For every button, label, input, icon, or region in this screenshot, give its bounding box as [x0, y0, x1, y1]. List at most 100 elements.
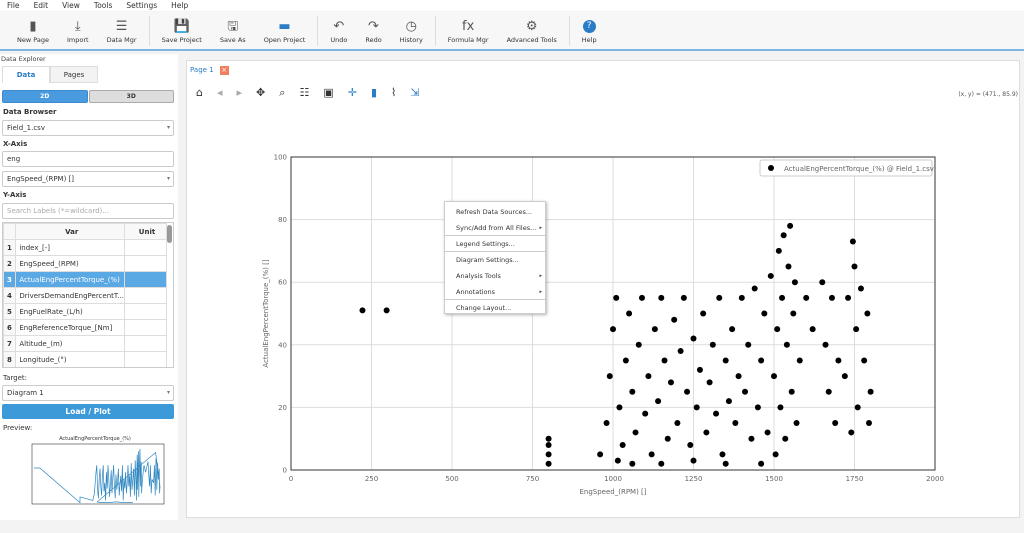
scatter-point	[687, 441, 694, 448]
bar-chart-icon[interactable]: ▮	[370, 86, 377, 99]
target-value: Diagram 1	[7, 389, 44, 397]
folder-icon: ▬	[278, 18, 291, 34]
scatter-point	[758, 357, 765, 364]
scatter-point	[867, 388, 874, 395]
export-icon[interactable]: ⇲	[410, 86, 420, 99]
toolbar-label: Open Project	[263, 35, 306, 44]
advanced-tools-button[interactable]: ⚙ Advanced Tools	[498, 13, 566, 49]
scatter-point	[658, 460, 665, 467]
scatter-point	[713, 410, 720, 417]
scatter-point	[606, 373, 613, 380]
target-select[interactable]: Diagram 1 ▾	[2, 385, 174, 401]
scatter-point	[545, 451, 552, 458]
forward-icon[interactable]: ▸	[236, 86, 243, 99]
import-button[interactable]: ⤓ Import	[58, 13, 98, 49]
scatter-point	[864, 310, 871, 317]
legend[interactable]	[759, 159, 933, 177]
tab-page-1[interactable]: Page 1 ×	[190, 63, 229, 77]
menu-tools[interactable]: Tools	[93, 1, 113, 10]
formula-mgr-button[interactable]: fx Formula Mgr	[439, 13, 498, 49]
scatter-point	[658, 294, 665, 301]
x-tick-label: 2000	[926, 475, 944, 483]
menu-item-refresh-data-sources[interactable]: Refresh Data Sources...	[445, 204, 545, 220]
sliders-icon[interactable]: ☷	[299, 86, 310, 99]
menu-file[interactable]: File	[7, 1, 20, 10]
scatter-point	[764, 429, 771, 436]
save-icon: 💾	[173, 18, 190, 34]
help-button[interactable]: ? Help	[573, 13, 606, 49]
main-toolbar: ▮ New Page ⤓ Import ☰ Data Mgr 💾 Save Project 🖫 S…	[0, 12, 1024, 51]
scatter-point	[545, 435, 552, 442]
scatter-point	[828, 294, 835, 301]
close-icon[interactable]: ×	[219, 65, 229, 75]
scatter-point	[632, 429, 639, 436]
scatter-point	[732, 420, 739, 427]
pan-icon[interactable]: ✥	[256, 86, 266, 99]
y-search-input[interactable]: Search Labels (*=wildcard)...	[2, 203, 174, 219]
mode-3d-button[interactable]: 3D	[88, 90, 174, 103]
history-button[interactable]: ◷ History	[391, 13, 432, 49]
table-row[interactable]: 1 index_[-]	[3, 239, 167, 256]
scatter-point	[690, 335, 697, 342]
save-icon[interactable]: ▣	[323, 86, 334, 99]
scatter-point	[696, 366, 703, 373]
menu-help[interactable]: Help	[171, 1, 189, 10]
menu-settings[interactable]: Settings	[126, 1, 158, 10]
scatter-point	[790, 310, 797, 317]
zoom-icon[interactable]: ⌕	[279, 86, 286, 99]
preview-line	[33, 448, 161, 504]
table-row[interactable]: 2 EngSpeed_(RPM)	[3, 255, 167, 272]
scatter-point	[706, 379, 713, 386]
home-icon[interactable]: ⌂	[196, 86, 203, 99]
scrollbar[interactable]	[167, 225, 172, 243]
crosshair-icon[interactable]: ✛	[347, 86, 357, 99]
scatter-point	[725, 398, 732, 405]
new-page-icon: ▮	[29, 18, 37, 34]
save-as-icon: 🖫	[227, 18, 239, 34]
gear-icon: ⚙	[525, 18, 538, 34]
menu-item-diagram-settings[interactable]: Diagram Settings...	[445, 252, 545, 268]
load-plot-button[interactable]: Load / Plot	[2, 404, 174, 419]
menu-item-legend-settings[interactable]: Legend Settings...	[445, 236, 545, 252]
variable-table: Var Unit 1 index_[-] 2 EngSpeed_(RPM) 3 ActualE…	[2, 222, 174, 368]
tab-data[interactable]: Data	[2, 66, 50, 83]
open-project-button[interactable]: ▬ Open Project	[255, 13, 315, 49]
scatter-point	[716, 294, 723, 301]
new-page-button[interactable]: ▮ New Page	[8, 13, 58, 49]
scatter-point	[777, 404, 784, 411]
menu-item-analysis-tools[interactable]: Analysis Tools ▸	[445, 268, 545, 284]
line-icon[interactable]: ⌇	[391, 86, 397, 99]
tab-pages[interactable]: Pages	[50, 66, 98, 83]
table-row[interactable]: 4 DriversDemandEngPercentT...	[3, 287, 167, 304]
menu-edit[interactable]: Edit	[33, 1, 49, 10]
menu-item-sync-add-from-all-files[interactable]: Sync/Add from All Files... ▸	[445, 220, 545, 236]
scatter-point	[667, 379, 674, 386]
toolbar-separator	[317, 15, 319, 46]
x-filter-input[interactable]: eng	[2, 151, 174, 167]
col-unit: Unit	[124, 223, 167, 240]
save-as-button[interactable]: 🖫 Save As	[211, 13, 255, 49]
save-project-button[interactable]: 💾 Save Project	[153, 13, 211, 49]
menu-item-annotations[interactable]: Annotations ▸	[445, 284, 545, 300]
scatter-point	[845, 294, 852, 301]
back-icon[interactable]: ◂	[216, 86, 223, 99]
x-tick-label: 1000	[604, 475, 622, 483]
legend-marker	[768, 165, 774, 171]
toolbar-label: Formula Mgr	[447, 35, 489, 44]
menu-view[interactable]: View	[62, 1, 80, 10]
mode-2d-button[interactable]: 2D	[2, 90, 88, 103]
data-mgr-button[interactable]: ☰ Data Mgr	[98, 13, 146, 49]
redo-button[interactable]: ↷ Redo	[356, 13, 390, 49]
toolbar-label: Advanced Tools	[506, 35, 557, 44]
data-browser-select[interactable]: Field_1.csv ▾	[2, 120, 174, 136]
scatter-point	[758, 460, 765, 467]
toolbar-label: Save Project	[161, 35, 202, 44]
table-row[interactable]: 8 Longitude_(°)	[3, 351, 167, 367]
x-axis-select[interactable]: EngSpeed_(RPM) [] ▾	[2, 171, 174, 187]
menu-item-change-layout[interactable]: Change Layout...	[445, 300, 545, 316]
y-tick-label: 0	[283, 467, 287, 475]
scatter-point	[635, 341, 642, 348]
scatter-point	[603, 420, 610, 427]
undo-button[interactable]: ↶ Undo	[321, 13, 356, 49]
menu-item-label: Change Layout...	[456, 304, 512, 312]
